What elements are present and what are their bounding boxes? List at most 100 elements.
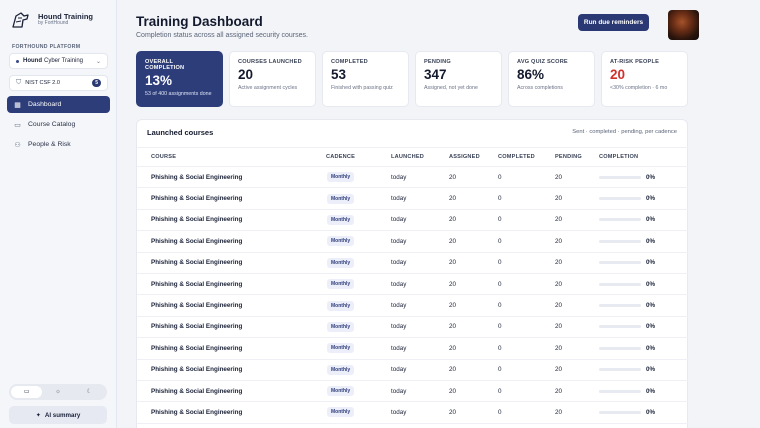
completion-progress-bar xyxy=(599,368,641,372)
people-icon: ⚇ xyxy=(14,141,21,149)
completion-progress-bar xyxy=(599,239,641,243)
stat-card-value: 53 xyxy=(331,67,347,82)
avatar[interactable] xyxy=(668,10,699,40)
course-name[interactable]: Phishing & Social Engineering xyxy=(151,237,243,245)
completed-cell: 0 xyxy=(498,280,502,288)
stat-card-note: Across completions xyxy=(517,84,563,91)
table-header: COURSE CADENCE LAUNCHED ASSIGNED COMPLET… xyxy=(137,147,689,167)
stat-card-courses-launched: COURSES LAUNCHED 20 Active assignment cy… xyxy=(229,51,316,107)
completion-percent: 0% xyxy=(646,195,656,203)
stat-cards: OVERALL COMPLETION 13% 53 of 400 assignm… xyxy=(136,51,688,107)
column-header-pending[interactable]: PENDING xyxy=(555,154,582,160)
course-name[interactable]: Phishing & Social Engineering xyxy=(151,259,243,267)
stat-card-at-risk-people[interactable]: AT-RISK PEOPLE 20 <30% completion · 6 mo xyxy=(601,51,688,107)
stat-card-label: AVG QUIZ SCORE xyxy=(517,59,568,65)
shield-icon: ⛉ xyxy=(16,79,22,86)
grid-icon: ▦ xyxy=(14,101,21,109)
column-header-assigned[interactable]: ASSIGNED xyxy=(449,154,480,160)
moon-icon[interactable]: ☾ xyxy=(86,389,93,395)
course-name[interactable]: Phishing & Social Engineering xyxy=(151,366,243,374)
launched-cell: today xyxy=(391,195,407,203)
cadence-badge: Monthly xyxy=(327,257,355,268)
stat-card-label: OVERALL COMPLETION xyxy=(145,59,185,71)
table-row[interactable]: Phishing & Social Engineering Monthly toda… xyxy=(137,317,689,339)
org-status-dot xyxy=(16,59,19,63)
assigned-cell: 20 xyxy=(449,344,457,352)
sidebar-item-label: People & Risk xyxy=(28,141,71,148)
stat-card-pending: PENDING 347 Assigned, not yet done xyxy=(415,51,502,107)
course-name[interactable]: Phishing & Social Engineering xyxy=(151,302,243,310)
table-row[interactable]: Phishing & Social Engineering Monthly toda… xyxy=(137,188,689,210)
cadence-badge: Monthly xyxy=(327,407,355,418)
panel-hint: Sent · completed · pending, per cadence xyxy=(572,129,677,135)
monitor-icon[interactable]: ▭ xyxy=(11,386,43,398)
course-name[interactable]: Phishing & Social Engineering xyxy=(151,408,243,416)
completion-progress-bar xyxy=(599,410,641,414)
table-row[interactable]: Phishing & Social Engineering Monthly toda… xyxy=(137,210,689,232)
assigned-cell: 20 xyxy=(449,323,457,331)
pending-cell: 20 xyxy=(555,259,563,267)
framework-label: NIST CSF 2.0 xyxy=(25,80,60,86)
completion-percent: 0% xyxy=(646,237,656,245)
completed-cell: 0 xyxy=(498,366,502,374)
course-name[interactable]: Phishing & Social Engineering xyxy=(151,344,243,352)
table-row[interactable]: Phishing & Social Engineering Monthly toda… xyxy=(137,338,689,360)
column-header-course[interactable]: COURSE xyxy=(151,154,177,160)
table-row[interactable]: Phishing & Social Engineering Monthly toda… xyxy=(137,381,689,403)
org-name-bold: Hound xyxy=(23,58,42,64)
launched-courses-panel: Launched courses Sent · completed · pend… xyxy=(136,119,689,428)
table-row[interactable]: Phishing & Social Engineering Monthly toda… xyxy=(137,231,689,253)
completed-cell: 0 xyxy=(498,259,502,267)
table-row[interactable]: Phishing & Social Engineering Monthly toda… xyxy=(137,402,689,424)
course-name[interactable]: Phishing & Social Engineering xyxy=(151,216,243,224)
table-row[interactable]: Phishing & Social Engineering Monthly toda… xyxy=(137,274,689,296)
pending-cell: 20 xyxy=(555,323,563,331)
organization-select[interactable]: Hound Cyber Training ⌄ xyxy=(9,53,108,69)
completed-cell: 0 xyxy=(498,323,502,331)
framework-count-badge: 5 xyxy=(92,79,101,87)
table-row[interactable]: Phishing & Social Engineering Monthly toda… xyxy=(137,253,689,274)
sun-icon[interactable]: ☼ xyxy=(55,389,61,395)
table-row[interactable]: Phishing & Social Engineering Monthly toda… xyxy=(137,360,689,381)
theme-toggle: ▭ ☼ ☾ xyxy=(9,384,107,400)
sidebar-item-course-catalog[interactable]: ▭ Course Catalog xyxy=(7,116,110,133)
course-name[interactable]: Phishing & Social Engineering xyxy=(151,387,243,395)
stat-card-avg-quiz-score: AVG QUIZ SCORE 86% Across completions xyxy=(508,51,595,107)
stat-card-value: 347 xyxy=(424,67,447,82)
course-name[interactable]: Phishing & Social Engineering xyxy=(151,195,243,203)
assigned-cell: 20 xyxy=(449,216,457,224)
pending-cell: 20 xyxy=(555,173,563,181)
launched-cell: today xyxy=(391,344,407,352)
launched-cell: today xyxy=(391,302,407,310)
column-header-launched[interactable]: LAUNCHED xyxy=(391,154,424,160)
course-name[interactable]: Phishing & Social Engineering xyxy=(151,323,243,331)
completion-percent: 0% xyxy=(646,173,656,181)
run-reminders-button[interactable]: Run due reminders xyxy=(578,14,649,31)
sidebar-item-people-risk[interactable]: ⚇ People & Risk xyxy=(7,136,110,153)
stat-card-completed: COMPLETED 53 Finished with passing quiz xyxy=(322,51,409,107)
cadence-badge: Monthly xyxy=(327,364,355,375)
column-header-completion[interactable]: COMPLETION xyxy=(599,154,639,160)
table-row[interactable]: Phishing & Social Engineering Monthly toda… xyxy=(137,167,689,189)
framework-selector[interactable]: ⛉ NIST CSF 2.0 5 xyxy=(9,75,108,91)
course-name[interactable]: Phishing & Social Engineering xyxy=(151,173,243,181)
completion-progress-bar xyxy=(599,218,641,222)
table-row[interactable]: Phishing & Social Engineering Monthly toda… xyxy=(137,295,689,317)
completion-progress-bar xyxy=(599,261,641,265)
assigned-cell: 20 xyxy=(449,173,457,181)
ai-summary-label: AI summary xyxy=(44,411,81,419)
completed-cell: 0 xyxy=(498,387,502,395)
sidebar: Hound Training by FortHound FORTHOUND PL… xyxy=(0,0,117,428)
sidebar-item-dashboard[interactable]: ▦ Dashboard xyxy=(7,96,110,113)
course-name[interactable]: Phishing & Social Engineering xyxy=(151,280,243,288)
ai-summary-button[interactable]: ✦ AI summary xyxy=(9,406,107,424)
stat-card-label: COMPLETED xyxy=(331,59,368,65)
brand[interactable]: Hound Training by FortHound xyxy=(10,10,93,30)
brand-byline: by FortHound xyxy=(38,20,69,27)
assigned-cell: 20 xyxy=(449,387,457,395)
stat-card-value: 20 xyxy=(610,67,626,82)
column-header-completed[interactable]: COMPLETED xyxy=(498,154,535,160)
assigned-cell: 20 xyxy=(449,237,457,245)
launched-cell: today xyxy=(391,387,407,395)
column-header-cadence[interactable]: CADENCE xyxy=(326,154,356,160)
